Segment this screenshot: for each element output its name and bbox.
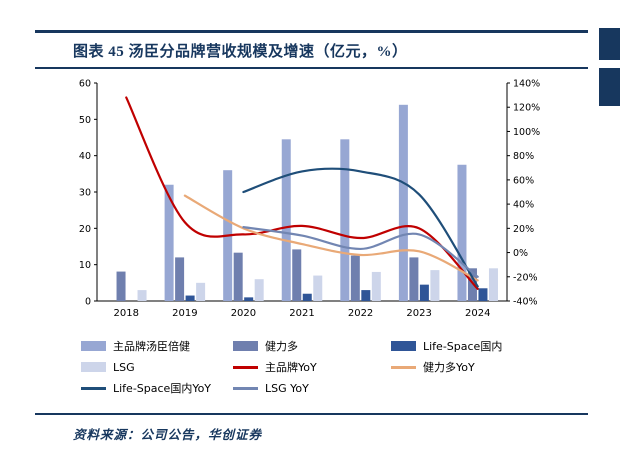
legend-bar-marker (391, 341, 416, 351)
bar (430, 270, 440, 301)
legend-label: 健力多YoY (423, 361, 475, 374)
legend-label: 主品牌YoY (265, 361, 317, 374)
page-edge-decoration-top (599, 28, 620, 60)
bar (196, 282, 206, 301)
legend-line-marker (233, 365, 258, 369)
bar (244, 297, 254, 301)
bar (478, 288, 488, 301)
left-axis-label: 10 (79, 260, 91, 271)
bar (185, 295, 195, 301)
bar (361, 290, 371, 301)
legend-label: Life-Space国内YoY (113, 382, 212, 395)
right-axis-label: 40% (513, 200, 534, 211)
legend-label: 健力多 (265, 340, 298, 353)
bar (116, 271, 126, 301)
legend-item: LSG (81, 360, 233, 374)
bar (254, 279, 264, 301)
legend-bar-marker (81, 341, 106, 351)
right-axis-label: 20% (513, 224, 534, 235)
right-axis-label: 80% (513, 151, 534, 162)
x-axis-label: 2019 (172, 308, 197, 319)
bar (302, 293, 312, 301)
line-series (183, 194, 479, 282)
bar (371, 271, 381, 301)
legend-item: Life-Space国内 (391, 339, 591, 353)
chart-legend: 主品牌汤臣倍健 健力多 Life-Space国内 LSG 主品牌YoY 健力多YoY Lif… (81, 339, 588, 395)
right-axis-label: 100% (513, 127, 540, 138)
bar (137, 290, 147, 301)
legend-line-marker (81, 386, 106, 390)
bar (175, 257, 185, 301)
legend-item: Life-Space国内YoY (81, 381, 233, 395)
line-series (125, 96, 479, 290)
legend-label: 主品牌汤臣倍健 (113, 340, 190, 353)
x-axis-label: 2018 (114, 308, 139, 319)
x-axis-label: 2020 (231, 308, 256, 319)
bar (488, 268, 498, 301)
line-series (242, 226, 479, 278)
figure-block: 图表 45 汤臣分品牌营收规模及增速（亿元，%） 0 10 20 30 40 50 60 -4… (35, 30, 588, 443)
chart-title: 图表 45 汤臣分品牌营收规模及增速（亿元，%） (73, 44, 408, 60)
x-axis-label: 2021 (289, 308, 314, 319)
legend-item: 主品牌YoY (233, 360, 391, 374)
bar (350, 255, 360, 301)
left-axis-label: 30 (79, 188, 91, 199)
right-axis-label: 60% (513, 175, 534, 186)
bottom-rule (35, 413, 588, 415)
legend-line-marker (391, 365, 416, 369)
legend-label: LSG YoY (265, 381, 309, 395)
left-axis-label: 50 (79, 115, 91, 126)
bar (281, 139, 291, 301)
bar (164, 184, 174, 301)
revenue-growth-combo-chart: 0 10 20 30 40 50 60 -40% -20% 0% 20% 40% 60% 80% 100% 1… (79, 79, 540, 320)
legend-line-marker (233, 386, 258, 390)
legend-bar-marker (233, 341, 258, 351)
x-axis-label: 2024 (465, 308, 490, 319)
left-axis-label: 0 (85, 297, 91, 308)
page-edge-decoration-bottom (599, 68, 620, 106)
x-axis-label: 2022 (348, 308, 373, 319)
bar (467, 268, 477, 301)
legend-bar-marker (81, 362, 106, 372)
legend-item: LSG YoY (233, 381, 391, 395)
right-axis-label: -20% (513, 272, 538, 283)
left-axis-label: 40 (79, 151, 91, 162)
left-axis-label: 60 (79, 79, 91, 90)
legend-item: 健力多 (233, 339, 391, 353)
bar (409, 257, 419, 301)
legend-label: LSG (113, 360, 135, 374)
legend-item: 主品牌汤臣倍健 (81, 339, 233, 353)
bar (398, 104, 408, 301)
bar (457, 164, 467, 301)
bar (292, 249, 302, 301)
bar (340, 139, 350, 301)
bar (233, 252, 243, 301)
x-axis-label: 2023 (406, 308, 431, 319)
right-axis-label: 120% (513, 103, 540, 114)
top-rule (35, 30, 588, 33)
line-series (242, 167, 479, 288)
chart-area: 0 10 20 30 40 50 60 -40% -20% 0% 20% 40% 60% 80% 100% 1… (55, 73, 588, 335)
legend-label: Life-Space国内 (423, 340, 503, 353)
right-axis-label: 0% (513, 248, 528, 259)
left-axis-label: 20 (79, 224, 91, 235)
bar (313, 275, 323, 301)
bar (419, 284, 429, 301)
legend-item: 健力多YoY (391, 360, 591, 374)
title-underline (35, 67, 588, 69)
right-axis-label: 140% (513, 79, 540, 90)
source-note: 资料来源：公司公告，华创证券 (73, 428, 263, 442)
right-axis-label: -40% (513, 297, 538, 308)
